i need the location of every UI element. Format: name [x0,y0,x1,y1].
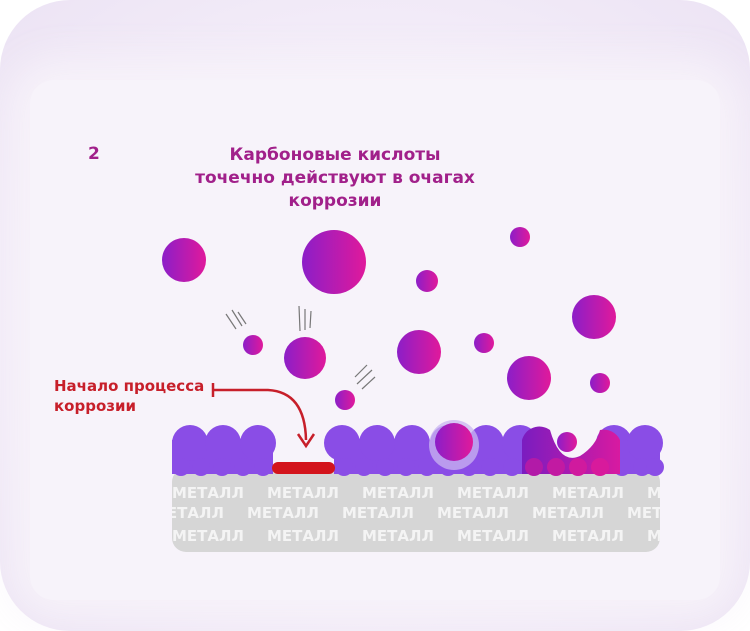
metal-label: МЕТАЛЛ [342,504,414,522]
annotation-line: коррозии [54,397,137,415]
metal-label: МЕТАЛЛ [267,484,339,502]
bound-molecule [429,420,479,470]
acid-molecule [474,333,494,353]
corrosion-start-label: Начало процесса коррозии [54,376,214,416]
acid-molecule [510,227,530,247]
annotation-arrow [211,383,316,449]
metal-label: МЕТАЛЛ [437,504,509,522]
metal-label: МЕТАЛЛ [532,504,604,522]
metal-label: МЕТАЛЛ [267,527,339,545]
motion-lines [225,305,376,390]
metal-label: МЕТАЛЛ [247,504,319,522]
metal-label: МЕТАЛЛ [362,527,434,545]
metal-label: МЕТАЛЛ [552,527,624,545]
metal-label: МЕТАЛЛ [457,484,529,502]
metal-label: МЕТАЛЛ [457,527,529,545]
annotation-line: Начало процесса [54,377,205,395]
acid-molecule [416,270,438,292]
acid-molecule [397,330,441,374]
acid-molecule [557,432,577,452]
acid-molecule [243,335,263,355]
metal-label: МЕТАЛЛ [627,504,699,522]
acid-molecule [507,356,551,400]
corrosion-spot [272,462,335,474]
metal-label: МЕТАЛЛ [172,527,244,545]
metal-label: МЕТАЛЛ [152,504,224,522]
acid-molecule [162,238,206,282]
acid-molecule [590,373,610,393]
acid-molecule [335,390,355,410]
metal-label: МЕТАЛЛ [647,527,719,545]
acid-molecule [572,295,616,339]
metal-label: МЕТАЛЛ [172,484,244,502]
metal-layer: МЕТАЛЛ МЕТАЛЛ МЕТАЛЛ МЕТАЛЛ МЕТАЛЛ МЕТАЛЛМЕТА… [152,468,719,552]
title-line: Карбоновые кислоты [229,145,441,165]
acid-molecule [284,337,326,379]
corroded-bay [522,426,620,476]
metal-label: МЕТАЛЛ [647,484,719,502]
acid-molecule [302,230,366,294]
step-number: 2 [88,144,100,164]
metal-label: МЕТАЛЛ [552,484,624,502]
acid-molecules [162,227,616,410]
title-line: точечно действуют в очагах [195,168,475,188]
metal-label: МЕТАЛЛ [362,484,434,502]
title-line: коррозии [288,191,382,211]
diagram-title: Карбоновые кислоты точечно действуют в о… [185,144,485,213]
